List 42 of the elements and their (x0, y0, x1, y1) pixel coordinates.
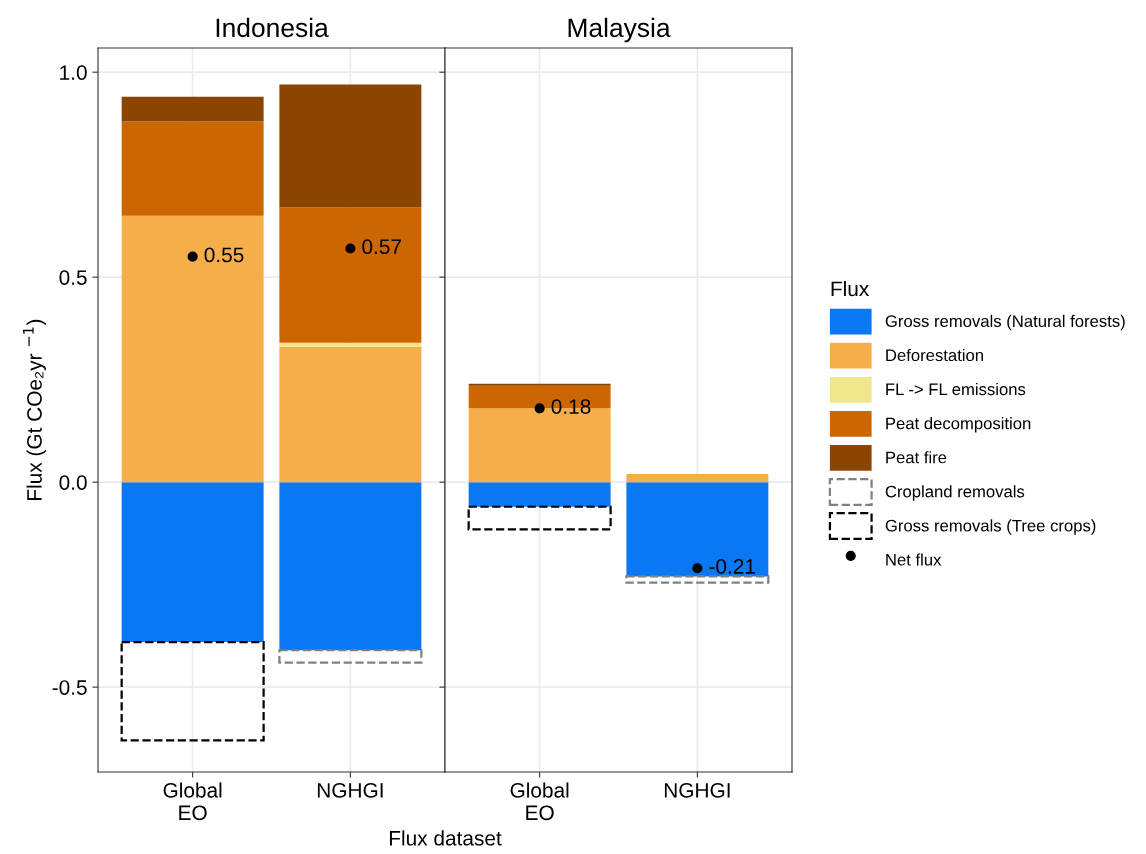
legend-label: Net flux (886, 553, 942, 566)
legend-label: Peat fire (886, 451, 947, 464)
bar (121, 121, 264, 216)
bar (626, 482, 769, 577)
data-label: 0.57 (362, 239, 401, 255)
x-tick-label: Global EO (510, 782, 569, 821)
bar (625, 575, 770, 584)
data-label: 0.18 (551, 399, 591, 414)
y-tick-label: 1.0 (60, 65, 87, 80)
bar (121, 96, 264, 122)
legend-title: Flux (831, 280, 870, 297)
bar (279, 207, 422, 343)
y-axis-title: Flux (Gt COe₂yr $^{−1}$) (23, 319, 46, 500)
chart-title: Indonesia (216, 17, 329, 38)
legend-label: Gross removals (Tree crops) (885, 519, 1096, 535)
bar (279, 342, 422, 347)
x-axis-title: Flux dataset (389, 830, 502, 846)
bar (468, 383, 611, 386)
x-tick-label: Global EO (163, 782, 222, 821)
bar (120, 640, 265, 742)
legend-label: Gross removals (Natural forests) (885, 314, 1125, 331)
data-label: 0.55 (204, 247, 244, 263)
bar (121, 215, 264, 483)
bar (626, 473, 769, 483)
bar (121, 482, 264, 643)
chart-title: Malaysia (568, 17, 671, 43)
y-tick-label: -0.5 (52, 680, 87, 695)
bar (467, 505, 612, 531)
legend-label: FL -> FL emissions (886, 382, 1026, 396)
bar (468, 482, 611, 507)
data-label: -0.21 (709, 559, 755, 574)
bar (279, 482, 422, 651)
x-tick-label: NGHGI (664, 782, 730, 798)
legend-label: Peat decomposition (886, 417, 1031, 433)
x-tick-label: NGHGI (317, 782, 383, 798)
bar (279, 346, 422, 483)
bar (278, 649, 423, 664)
legend-label: Cropland removals (885, 485, 1025, 501)
legend-label: Deforestation (886, 348, 983, 362)
bar (279, 84, 422, 208)
y-tick-label: 0.5 (59, 270, 87, 285)
y-tick-label: 0.0 (59, 475, 87, 490)
